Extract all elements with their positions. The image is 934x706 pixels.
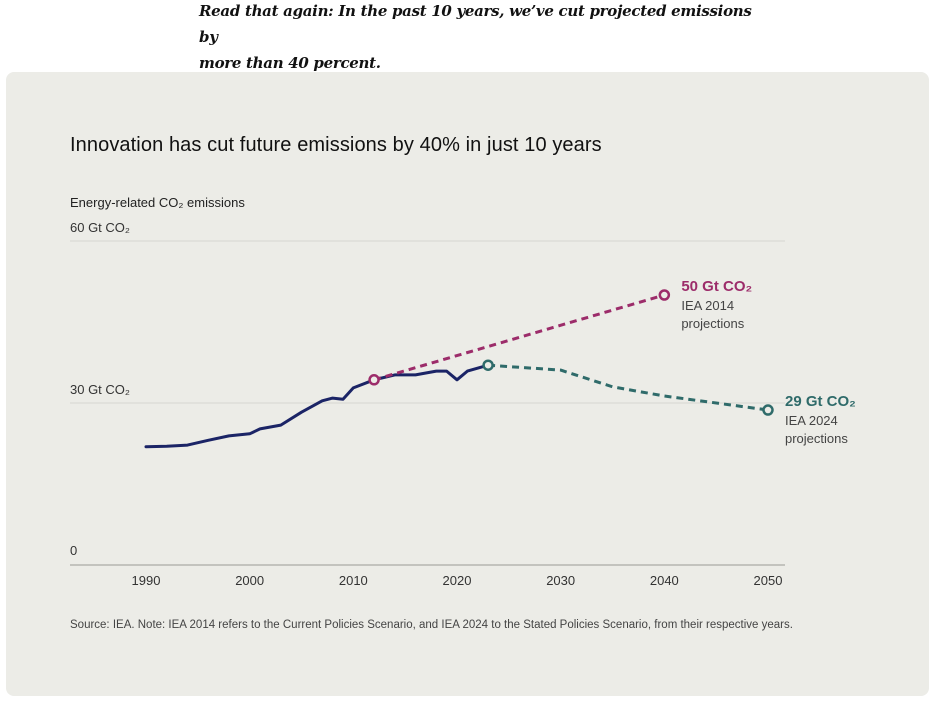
y-axis-label: Energy-related CO₂ emissions [70, 195, 245, 210]
start-marker-iea-2024-projections [482, 359, 494, 371]
end-marker-iea-2024-projections [762, 404, 774, 416]
x-tick-label: 2050 [754, 573, 783, 588]
x-tick-label: 1990 [132, 573, 161, 588]
intro-line-2: more than 40 percent. [199, 54, 381, 72]
chart-source-note: Source: IEA. Note: IEA 2014 refers to th… [70, 619, 793, 631]
y-tick-label: 30 Gt CO₂ [70, 382, 130, 397]
end-marker-iea-2014-projections [658, 289, 671, 301]
series-line-historical-emissions [144, 363, 490, 449]
x-tick-label: 2030 [546, 573, 575, 588]
chart-card [6, 72, 929, 696]
series-line-iea-2014-projections [373, 293, 665, 382]
annotation-label: IEA 2014 [681, 298, 734, 313]
y-tick-label: 60 Gt CO₂ [70, 220, 130, 235]
annotation-value: 29 Gt CO₂ [785, 393, 856, 410]
y-tick-label: 0 [70, 543, 77, 558]
annotation-label: projections [785, 431, 848, 446]
x-tick-label: 2020 [443, 573, 472, 588]
chart-title: Innovation has cut future emissions by 4… [70, 134, 602, 156]
annotation-label: IEA 2024 [785, 413, 838, 428]
x-tick-label: 2000 [235, 573, 264, 588]
annotation-label: projections [681, 316, 744, 331]
intro-line-1: Read that again: In the past 10 years, w… [199, 2, 752, 46]
start-marker-iea-2014-projections [368, 374, 380, 386]
x-tick-label: 2010 [339, 573, 368, 588]
annotation-value: 50 Gt CO₂ [681, 278, 752, 295]
article-intro: Read that again: In the past 10 years, w… [199, 0, 759, 76]
x-tick-label: 2040 [650, 573, 679, 588]
series-line-iea-2024-projections [487, 363, 769, 412]
